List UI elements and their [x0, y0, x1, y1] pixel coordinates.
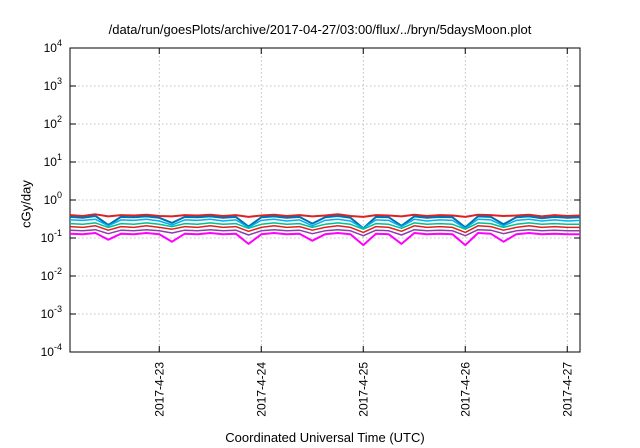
y-axis-label: cGy/day	[18, 180, 34, 228]
x-axis-label: Coordinated Universal Time (UTC)	[225, 430, 425, 445]
y-tick-label: 104	[44, 38, 62, 55]
y-tick-label: 10-2	[41, 266, 62, 283]
y-tick-label: 10-1	[41, 228, 62, 245]
x-tick-label: 2017-4-23	[152, 362, 166, 417]
series-line-3	[69, 218, 581, 230]
y-tick-label: 103	[44, 76, 62, 93]
x-tick-label: 2017-4-24	[254, 362, 268, 417]
series-line-2	[69, 215, 581, 230]
y-tick-label: 101	[44, 152, 62, 169]
series-line-1	[69, 213, 581, 218]
y-tick-label: 102	[44, 114, 62, 131]
series-line-6	[69, 228, 580, 237]
series-line-7	[69, 232, 580, 247]
x-tick-label: 2017-4-26	[458, 362, 472, 417]
series-line-4	[69, 222, 580, 230]
chart-title: /data/run/goesPlots/archive/2017-04-27/0…	[108, 22, 532, 37]
x-tick-label: 2017-4-27	[560, 362, 574, 417]
series-line-5	[69, 225, 580, 234]
y-tick-label: 100	[44, 190, 62, 207]
x-tick-label: 2017-4-25	[356, 362, 370, 417]
y-tick-label: 10-4	[41, 342, 62, 359]
y-tick-label: 10-3	[41, 304, 62, 321]
